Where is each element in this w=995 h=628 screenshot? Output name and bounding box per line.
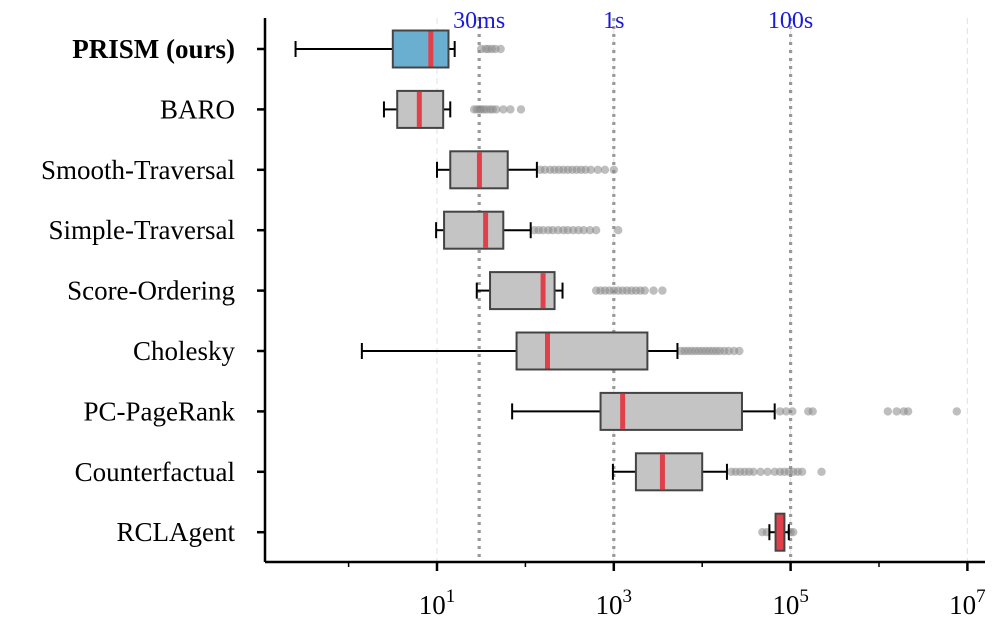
outlier-point xyxy=(808,407,817,416)
outlier-point xyxy=(499,105,508,114)
outlier-point xyxy=(781,407,791,416)
box-series xyxy=(360,331,744,371)
method-label: Counterfactual xyxy=(75,457,235,487)
box-series xyxy=(435,210,623,250)
box-series xyxy=(511,391,961,431)
outlier-point xyxy=(609,165,618,174)
x-tick-label: 101 xyxy=(419,586,456,620)
method-label: PC-PageRank xyxy=(84,396,236,426)
outlier-point xyxy=(579,226,588,235)
reference-line-label: 100s xyxy=(768,8,813,34)
outlier-point xyxy=(658,286,667,295)
outlier-point xyxy=(640,286,649,295)
box-series xyxy=(611,452,826,492)
box-series xyxy=(294,29,505,69)
method-label: Score-Ordering xyxy=(67,276,235,306)
x-tick-label-base: 10 xyxy=(772,590,799,620)
boxes xyxy=(294,29,961,552)
x-tick-label: 105 xyxy=(772,586,809,620)
method-label: PRISM (ours) xyxy=(72,34,235,64)
x-tick-label-exponent: 1 xyxy=(446,586,456,607)
box-iqr xyxy=(634,452,704,492)
method-label: BARO xyxy=(160,94,235,124)
reference-line-label: 30ms xyxy=(453,8,505,34)
box-series xyxy=(475,271,667,311)
outlier-point xyxy=(614,226,623,235)
outlier-point xyxy=(735,346,744,356)
outlier-point xyxy=(817,467,826,476)
outlier-point xyxy=(593,165,603,174)
axes: PRISM (ours) BARO Smooth-Traversal Simple-T… xyxy=(41,18,986,620)
outlier-point xyxy=(797,467,807,476)
method-label: Cholesky xyxy=(133,336,236,366)
outlier-point xyxy=(903,407,913,416)
outlier-point xyxy=(600,165,610,174)
outlier-point xyxy=(763,467,772,476)
x-tick-label-exponent: 5 xyxy=(799,586,809,607)
box-iqr xyxy=(443,210,505,250)
x-tick-label-exponent: 3 xyxy=(623,586,633,607)
outlier-point xyxy=(506,105,515,114)
box-iqr xyxy=(391,29,450,69)
method-label: Simple-Traversal xyxy=(49,215,235,245)
outlier-point xyxy=(492,105,501,114)
box-iqr xyxy=(515,331,649,371)
x-tick-label-base: 10 xyxy=(419,590,446,620)
outlier-point xyxy=(788,407,797,416)
x-tick-label-base: 10 xyxy=(596,590,623,620)
box-series xyxy=(758,512,798,552)
x-tick-label-base: 10 xyxy=(949,590,976,620)
box-series xyxy=(436,150,618,190)
method-label: RCLAgent xyxy=(117,517,236,547)
outlier-point xyxy=(775,407,785,416)
reference-line-label: 1s xyxy=(603,8,624,34)
x-tick-label-exponent: 7 xyxy=(976,586,986,607)
outlier-point xyxy=(586,165,596,174)
x-tick-label: 107 xyxy=(949,586,986,620)
outlier-point xyxy=(585,226,595,235)
outlier-point xyxy=(516,105,526,114)
outlier-point xyxy=(892,407,901,416)
outlier-point xyxy=(952,407,961,416)
outlier-point xyxy=(883,407,893,416)
outlier-point xyxy=(756,467,765,476)
outlier-point xyxy=(591,226,601,235)
outlier-point xyxy=(496,44,505,54)
outlier-point xyxy=(749,467,758,476)
box-series xyxy=(382,89,526,129)
method-label: Smooth-Traversal xyxy=(41,155,235,185)
outlier-point xyxy=(789,528,798,537)
x-tick-label: 103 xyxy=(596,586,633,620)
outlier-point xyxy=(649,286,658,295)
